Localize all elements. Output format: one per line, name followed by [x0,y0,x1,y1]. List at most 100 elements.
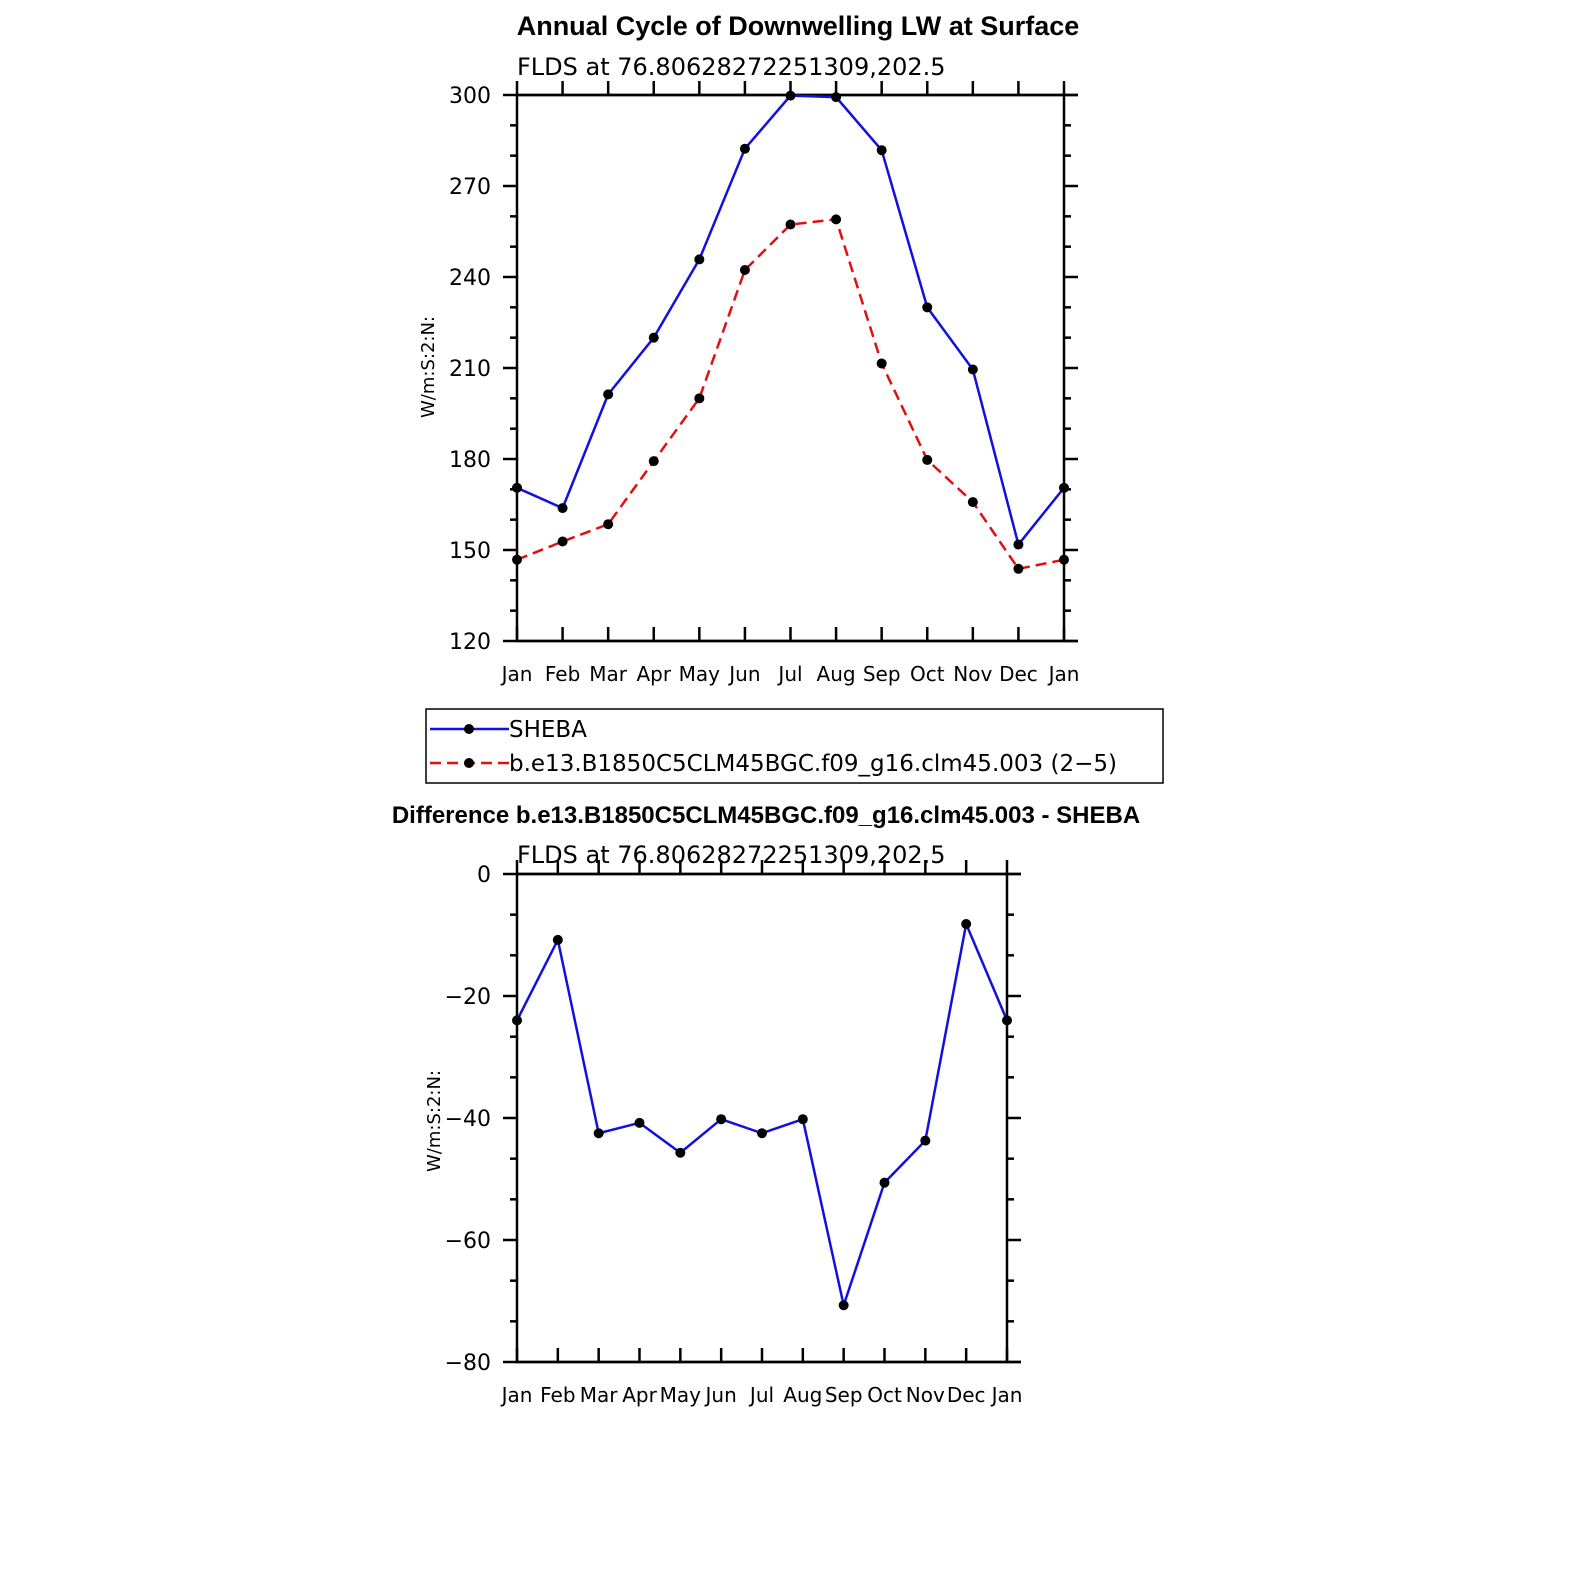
chart-2-axes [503,860,1021,1364]
data-point [961,919,972,930]
legend-box [425,708,1164,784]
data-point [739,265,750,276]
x-tick-label: Apr [636,662,671,686]
x-tick-label: May [679,662,721,686]
data-point [838,1300,849,1311]
data-point [757,1128,767,1139]
x-tick-label: Jan [500,1383,533,1407]
x-tick-label: Oct [910,662,945,686]
series-line-difference [515,922,1009,1307]
data-point [831,214,842,225]
x-tick-label: Jul [776,662,802,686]
x-tick-label: Jan [500,662,533,686]
data-point [675,1147,686,1158]
x-tick-label: Jun [727,662,760,686]
data-point [879,1177,890,1188]
data-point [967,497,978,508]
chart-1-subtitle: FLDS at 76.80628272251309,202.5 [517,53,946,81]
data-point [922,454,933,465]
data-point [603,389,614,400]
y-tick-label: −40 [445,1107,491,1132]
chart-2-x-tick-labels: Jan Feb Mar Apr May Jun Jul Aug Sep Oct Nov Dec Jan [500,1383,1023,1407]
data-point [512,554,522,565]
x-tick-label: Feb [545,662,580,686]
x-tick-label: Mar [580,1383,619,1407]
y-tick-label: 270 [449,175,491,200]
data-point [634,1117,645,1128]
series-line-sheba [516,94,1065,546]
y-tick-label: 210 [449,357,491,382]
difference-chart: Difference b.e13.B1850C5CLM45BGC.f09_g16… [392,802,1140,1407]
data-point [694,393,705,404]
data-point [603,519,614,530]
chart-2-y-tick-labels: −80 −60 −40 −20 0 [445,863,491,1376]
x-tick-label: Apr [622,1383,657,1407]
data-point [922,302,933,313]
data-point [557,536,568,547]
x-tick-label: Sep [863,662,901,686]
data-point [512,482,522,493]
x-tick-label: Oct [867,1383,902,1407]
x-tick-label: Aug [783,1383,822,1407]
data-point [967,364,978,375]
data-point [1013,563,1024,574]
y-tick-label: 240 [449,266,491,291]
y-tick-label: −80 [445,1351,491,1376]
annual-cycle-chart: Annual Cycle of Downwelling LW at Surfac… [418,11,1079,686]
x-tick-label: Nov [953,662,992,686]
chart-2-frame [515,872,1009,1364]
series-line-model [516,218,1065,571]
chart-1-y-tick-labels: 120 150 180 210 240 270 300 [449,84,491,655]
data-point [831,92,842,103]
data-point [694,254,705,265]
x-tick-label: Jan [990,1383,1023,1407]
data-point [1059,554,1069,565]
chart-2-title: Difference b.e13.B1850C5CLM45BGC.f09_g16… [392,802,1140,829]
chart-1-frame [515,93,1066,643]
data-point [716,1114,727,1125]
data-point [648,332,659,343]
x-tick-label: Jul [748,1383,774,1407]
data-point [552,934,563,945]
data-point [739,143,750,154]
chart-2-plot-area [512,919,1012,1311]
x-tick-label: Jun [704,1383,737,1407]
chart-1-ylabel: W/m:S:2:N: [418,316,439,418]
data-point [557,503,568,514]
data-point [512,1015,522,1026]
y-tick-label: −60 [445,1229,491,1254]
y-tick-label: 150 [449,539,491,564]
data-point [785,219,796,230]
data-point [876,145,887,156]
chart-1-title: Annual Cycle of Downwelling LW at Surfac… [517,11,1080,41]
y-tick-label: 180 [449,448,491,473]
x-tick-label: Sep [825,1383,863,1407]
data-point [1002,1015,1012,1026]
chart-1-x-tick-labels: Jan Feb Mar Apr May Jun Jul Aug Sep Oct Nov Dec Jan [500,662,1080,686]
chart-2-ylabel: W/m:S:2:N: [424,1070,445,1172]
data-point [593,1128,604,1139]
data-point [920,1135,931,1146]
chart-2-subtitle: FLDS at 76.80628272251309,202.5 [517,841,946,869]
y-tick-label: −20 [445,985,491,1010]
x-tick-label: Aug [817,662,856,686]
y-tick-label: 300 [449,84,491,109]
data-point [876,358,887,369]
data-point [1059,482,1069,493]
x-tick-label: Dec [947,1383,986,1407]
legend: SHEBA b.e13.B1850C5CLM45BGC.f09_g16.clm4… [425,708,1164,784]
legend-sheba-label: SHEBA [509,717,587,743]
x-tick-label: Dec [999,662,1038,686]
data-point [785,90,796,101]
x-tick-label: Nov [906,1383,945,1407]
legend-sheba-marker [464,724,474,734]
chart-1-plot-area [512,90,1069,574]
x-tick-label: Mar [589,662,628,686]
y-tick-label: 0 [477,863,491,888]
x-tick-label: Jan [1047,662,1080,686]
data-point [1013,539,1024,550]
chart-1-axes [503,81,1078,643]
legend-model-label: b.e13.B1850C5CLM45BGC.f09_g16.clm45.003 … [509,751,1117,777]
x-tick-label: Feb [540,1383,575,1407]
